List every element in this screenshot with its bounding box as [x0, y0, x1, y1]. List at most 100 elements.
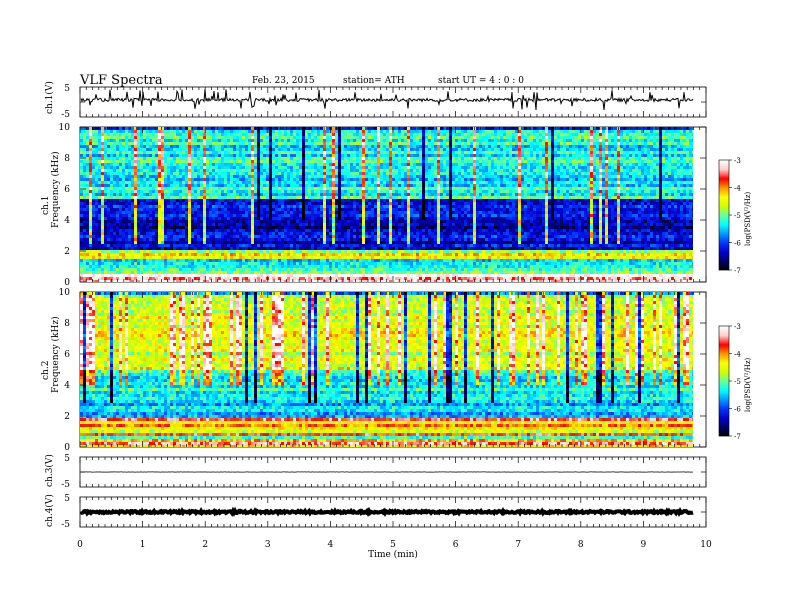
spectrogram-cell [92, 184, 96, 188]
spectrogram-cell [494, 187, 498, 191]
spectrogram-cell [491, 151, 495, 155]
spectrogram-cell [278, 199, 282, 203]
spectrogram-cell [365, 145, 369, 149]
spectrogram-cell [143, 139, 147, 143]
spectrogram-cell [662, 193, 666, 197]
spectrogram-cell [296, 169, 300, 173]
spectrogram-cell [266, 175, 270, 179]
spectrogram-cell [518, 181, 522, 185]
spectrogram-cell [134, 154, 138, 158]
spectrogram-cell [365, 172, 369, 176]
spectrogram-cell [239, 163, 243, 167]
spectrogram-cell [458, 130, 462, 134]
spectrogram-cell [416, 163, 420, 167]
spectrogram-cell [320, 151, 324, 155]
spectrogram-cell [440, 175, 444, 179]
spectrogram-cell [428, 151, 432, 155]
spectrogram-cell [134, 157, 138, 161]
spectrogram-cell [482, 178, 486, 182]
spectrogram-cell [452, 154, 456, 158]
spectrogram-cell [602, 169, 606, 173]
spectrogram-cell [272, 184, 276, 188]
spectrogram-cell [422, 154, 426, 158]
spectrogram-cell [188, 154, 192, 158]
spectrogram-cell [638, 154, 642, 158]
spectrogram-cell [131, 154, 135, 158]
spectrogram-cell [482, 181, 486, 185]
spectrogram-cell [110, 130, 114, 134]
spectrogram-cell [98, 157, 102, 161]
spectrogram-cell [149, 142, 153, 146]
spectrogram-cell [671, 142, 675, 146]
spectrogram-cell [572, 181, 576, 185]
spectrogram-cell [305, 169, 309, 173]
spectrogram-cell [545, 139, 549, 143]
spectrogram-cell [623, 130, 627, 134]
spectrogram-cell [227, 157, 231, 161]
spectrogram-cell [98, 151, 102, 155]
spectrogram-cell [167, 172, 171, 176]
spectrogram-cell [233, 136, 237, 140]
spectrogram-cell [320, 139, 324, 143]
spectrogram-cell [344, 127, 348, 131]
spectrogram-cell [425, 157, 429, 161]
spectrogram-cell [116, 160, 120, 164]
spectrogram-cell [536, 172, 540, 176]
spectrogram-cell [380, 133, 384, 137]
spectrogram-cell [374, 139, 378, 143]
spectrogram-cell [554, 148, 558, 152]
spectrogram-cell [152, 139, 156, 143]
spectrogram-cell [488, 160, 492, 164]
spectrogram-cell [569, 175, 573, 179]
spectrogram-cell [245, 142, 249, 146]
spectrogram-cell [212, 136, 216, 140]
spectrogram-cell [398, 178, 402, 182]
spectrogram-cell [554, 196, 558, 200]
spectrogram-cell [533, 160, 537, 164]
spectrogram-cell [110, 136, 114, 140]
spectrogram-cell [560, 175, 564, 179]
spectrogram-cell [518, 160, 522, 164]
spectrogram-cell [440, 160, 444, 164]
spectrogram-cell [305, 160, 309, 164]
spectrogram-cell [659, 196, 663, 200]
spectrogram-cell [425, 145, 429, 149]
spectrogram-cell [629, 157, 633, 161]
spectrogram-cell [428, 178, 432, 182]
spectrogram-cell [563, 145, 567, 149]
spectrogram-cell [500, 166, 504, 170]
spectrogram-cell [533, 193, 537, 197]
spectrogram-cell [464, 157, 468, 161]
spectrogram-cell [101, 187, 105, 191]
spectrogram-cell [449, 196, 453, 200]
spectrogram-cell [515, 163, 519, 167]
spectrogram-cell [107, 175, 111, 179]
spectrogram-cell [314, 196, 318, 200]
spectrogram-cell [470, 157, 474, 161]
spectrogram-cell [182, 199, 186, 203]
spectrogram-cell [428, 166, 432, 170]
spectrogram-cell [641, 127, 645, 131]
spectrogram-cell [407, 148, 411, 152]
spectrogram-cell [512, 193, 516, 197]
spectrogram-cell [278, 145, 282, 149]
spectrogram-cell [116, 196, 120, 200]
spectrogram-cell [578, 142, 582, 146]
spectrogram-cell [425, 148, 429, 152]
spectrogram-cell [497, 130, 501, 134]
spectrogram-cell [104, 166, 108, 170]
spectrogram-cell [311, 184, 315, 188]
spectrogram-cell [464, 181, 468, 185]
spectrogram-cell [389, 175, 393, 179]
spectrogram-cell [350, 196, 354, 200]
spectrogram-cell [260, 151, 264, 155]
spectrogram-cell [341, 190, 345, 194]
spectrogram-cell [305, 133, 309, 137]
spectrogram-cell [647, 175, 651, 179]
spectrogram-cell [173, 178, 177, 182]
spectrogram-cell [248, 169, 252, 173]
spectrogram-cell [191, 142, 195, 146]
spectrogram-cell [650, 166, 654, 170]
spectrogram-cell [446, 130, 450, 134]
spectrogram-cell [344, 175, 348, 179]
